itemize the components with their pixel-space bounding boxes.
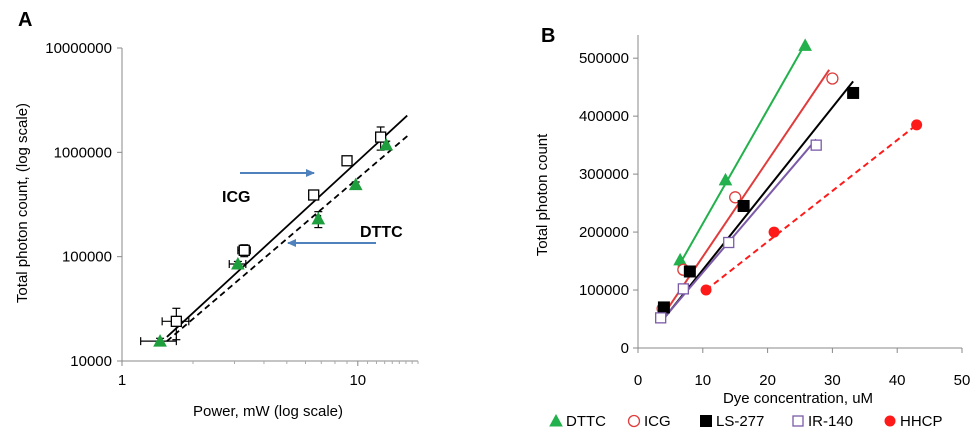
data-point-hhcp xyxy=(911,119,923,131)
fit-line-ir-140 xyxy=(659,138,817,323)
data-point-dttc xyxy=(798,38,813,51)
data-point-icg xyxy=(238,244,250,256)
fit-line-icg xyxy=(166,114,408,338)
panel-a-chart: A Power, mW (log scale) Total photon cou… xyxy=(14,9,419,420)
panel-b-x-axis-title: Dye concentration, uM xyxy=(723,390,873,407)
panel-b-y-tick-label: 200000 xyxy=(579,224,629,241)
panel-b-x-tick-label: 40 xyxy=(889,372,906,389)
panel-b-x-tick-label: 10 xyxy=(694,372,711,389)
data-point-ls-277 xyxy=(657,301,670,314)
panel-a-fit-lines xyxy=(166,114,410,342)
data-point-dttc xyxy=(379,137,394,151)
legend-marker-icg xyxy=(627,414,641,428)
data-point-dttc xyxy=(231,256,245,270)
data-point-icg xyxy=(341,155,353,167)
legend-label-ir-140: IR-140 xyxy=(808,413,853,430)
icg-annotation: ICG xyxy=(222,189,250,206)
panel-b-legend: DTTC ICG LS-277 IR-140 HHCP xyxy=(549,413,943,430)
data-point-dttc xyxy=(311,211,326,225)
fit-line-dttc xyxy=(166,133,410,342)
data-point-ls-277 xyxy=(683,265,696,278)
panel-b-x-tick-label: 50 xyxy=(954,372,971,389)
fit-line-dttc xyxy=(677,43,807,268)
data-point-dttc xyxy=(153,334,167,347)
panel-a-label: A xyxy=(18,9,32,31)
legend-marker-dttc xyxy=(549,413,563,427)
panel-a-y-tick-label: 1000000 xyxy=(54,144,112,161)
legend-marker-ir-140 xyxy=(792,415,804,427)
panel-b-y-tick-label: 300000 xyxy=(579,166,629,183)
panel-b-points xyxy=(655,38,923,324)
panel-b-y-tick-label: 400000 xyxy=(579,108,629,125)
dttc-annotation: DTTC xyxy=(360,224,403,241)
data-point-ir-140 xyxy=(655,312,667,324)
data-point-icg xyxy=(170,315,182,327)
panel-a-y-tick-label: 10000000 xyxy=(45,40,112,57)
data-point-dttc xyxy=(348,177,363,191)
fit-line-icg xyxy=(661,69,830,317)
data-point-ir-140 xyxy=(677,283,690,295)
panel-a-error-bars xyxy=(140,126,391,346)
data-point-hhcp xyxy=(700,284,712,296)
panel-a-x-tick-label: 1 xyxy=(118,372,126,389)
data-point-icg xyxy=(826,72,839,85)
panel-b-y-tick-label: 500000 xyxy=(579,50,629,67)
panel-b-fit-lines xyxy=(659,43,918,323)
fit-line-hhcp xyxy=(705,124,918,291)
panel-a-x-axis-title: Power, mW (log scale) xyxy=(193,403,343,420)
data-point-ir-140 xyxy=(810,139,822,151)
legend-marker-hhcp xyxy=(884,415,896,427)
legend-marker-ls-277 xyxy=(700,415,712,427)
panel-b-chart: B Dye concentration, uM Total photon cou… xyxy=(534,25,970,430)
data-point-ls-277 xyxy=(847,86,860,99)
data-point-dttc xyxy=(718,172,733,186)
panel-a-y-tick-label: 10000 xyxy=(70,353,112,370)
data-point-icg xyxy=(375,131,387,143)
panel-a-y-tick-label: 100000 xyxy=(62,249,112,266)
panel-a-y-axis-title: Total photon count, (log scale) xyxy=(14,103,31,303)
data-point-ir-140 xyxy=(723,236,735,249)
legend-label-dttc: DTTC xyxy=(566,413,606,430)
panel-b-y-tick-label: 100000 xyxy=(579,282,629,299)
legend-label-ls-277: LS-277 xyxy=(716,413,764,430)
panel-b-x-tick-label: 20 xyxy=(759,372,776,389)
panel-b-ticks: 0 100000 200000 300000 400000 500000 0 10 20 30 40… xyxy=(579,50,970,389)
legend-label-hhcp: HHCP xyxy=(900,413,943,430)
panel-b-x-tick-label: 30 xyxy=(824,372,841,389)
fit-line-ls-277 xyxy=(661,80,854,321)
panel-b-y-axis-title: Total photon count xyxy=(534,133,551,256)
panel-b-x-tick-label: 0 xyxy=(634,372,642,389)
panel-a-x-tick-label: 10 xyxy=(349,372,366,389)
panel-a-points xyxy=(153,131,394,347)
panel-b-label: B xyxy=(541,25,555,47)
panel-b-y-tick-label: 0 xyxy=(621,340,629,357)
data-point-hhcp xyxy=(768,226,780,238)
legend-label-icg: ICG xyxy=(644,413,671,430)
data-point-icg xyxy=(308,189,320,201)
panel-a-ticks: 10000 100000 1000000 10000000 1 10 xyxy=(45,40,419,389)
data-point-ls-277 xyxy=(737,199,750,212)
